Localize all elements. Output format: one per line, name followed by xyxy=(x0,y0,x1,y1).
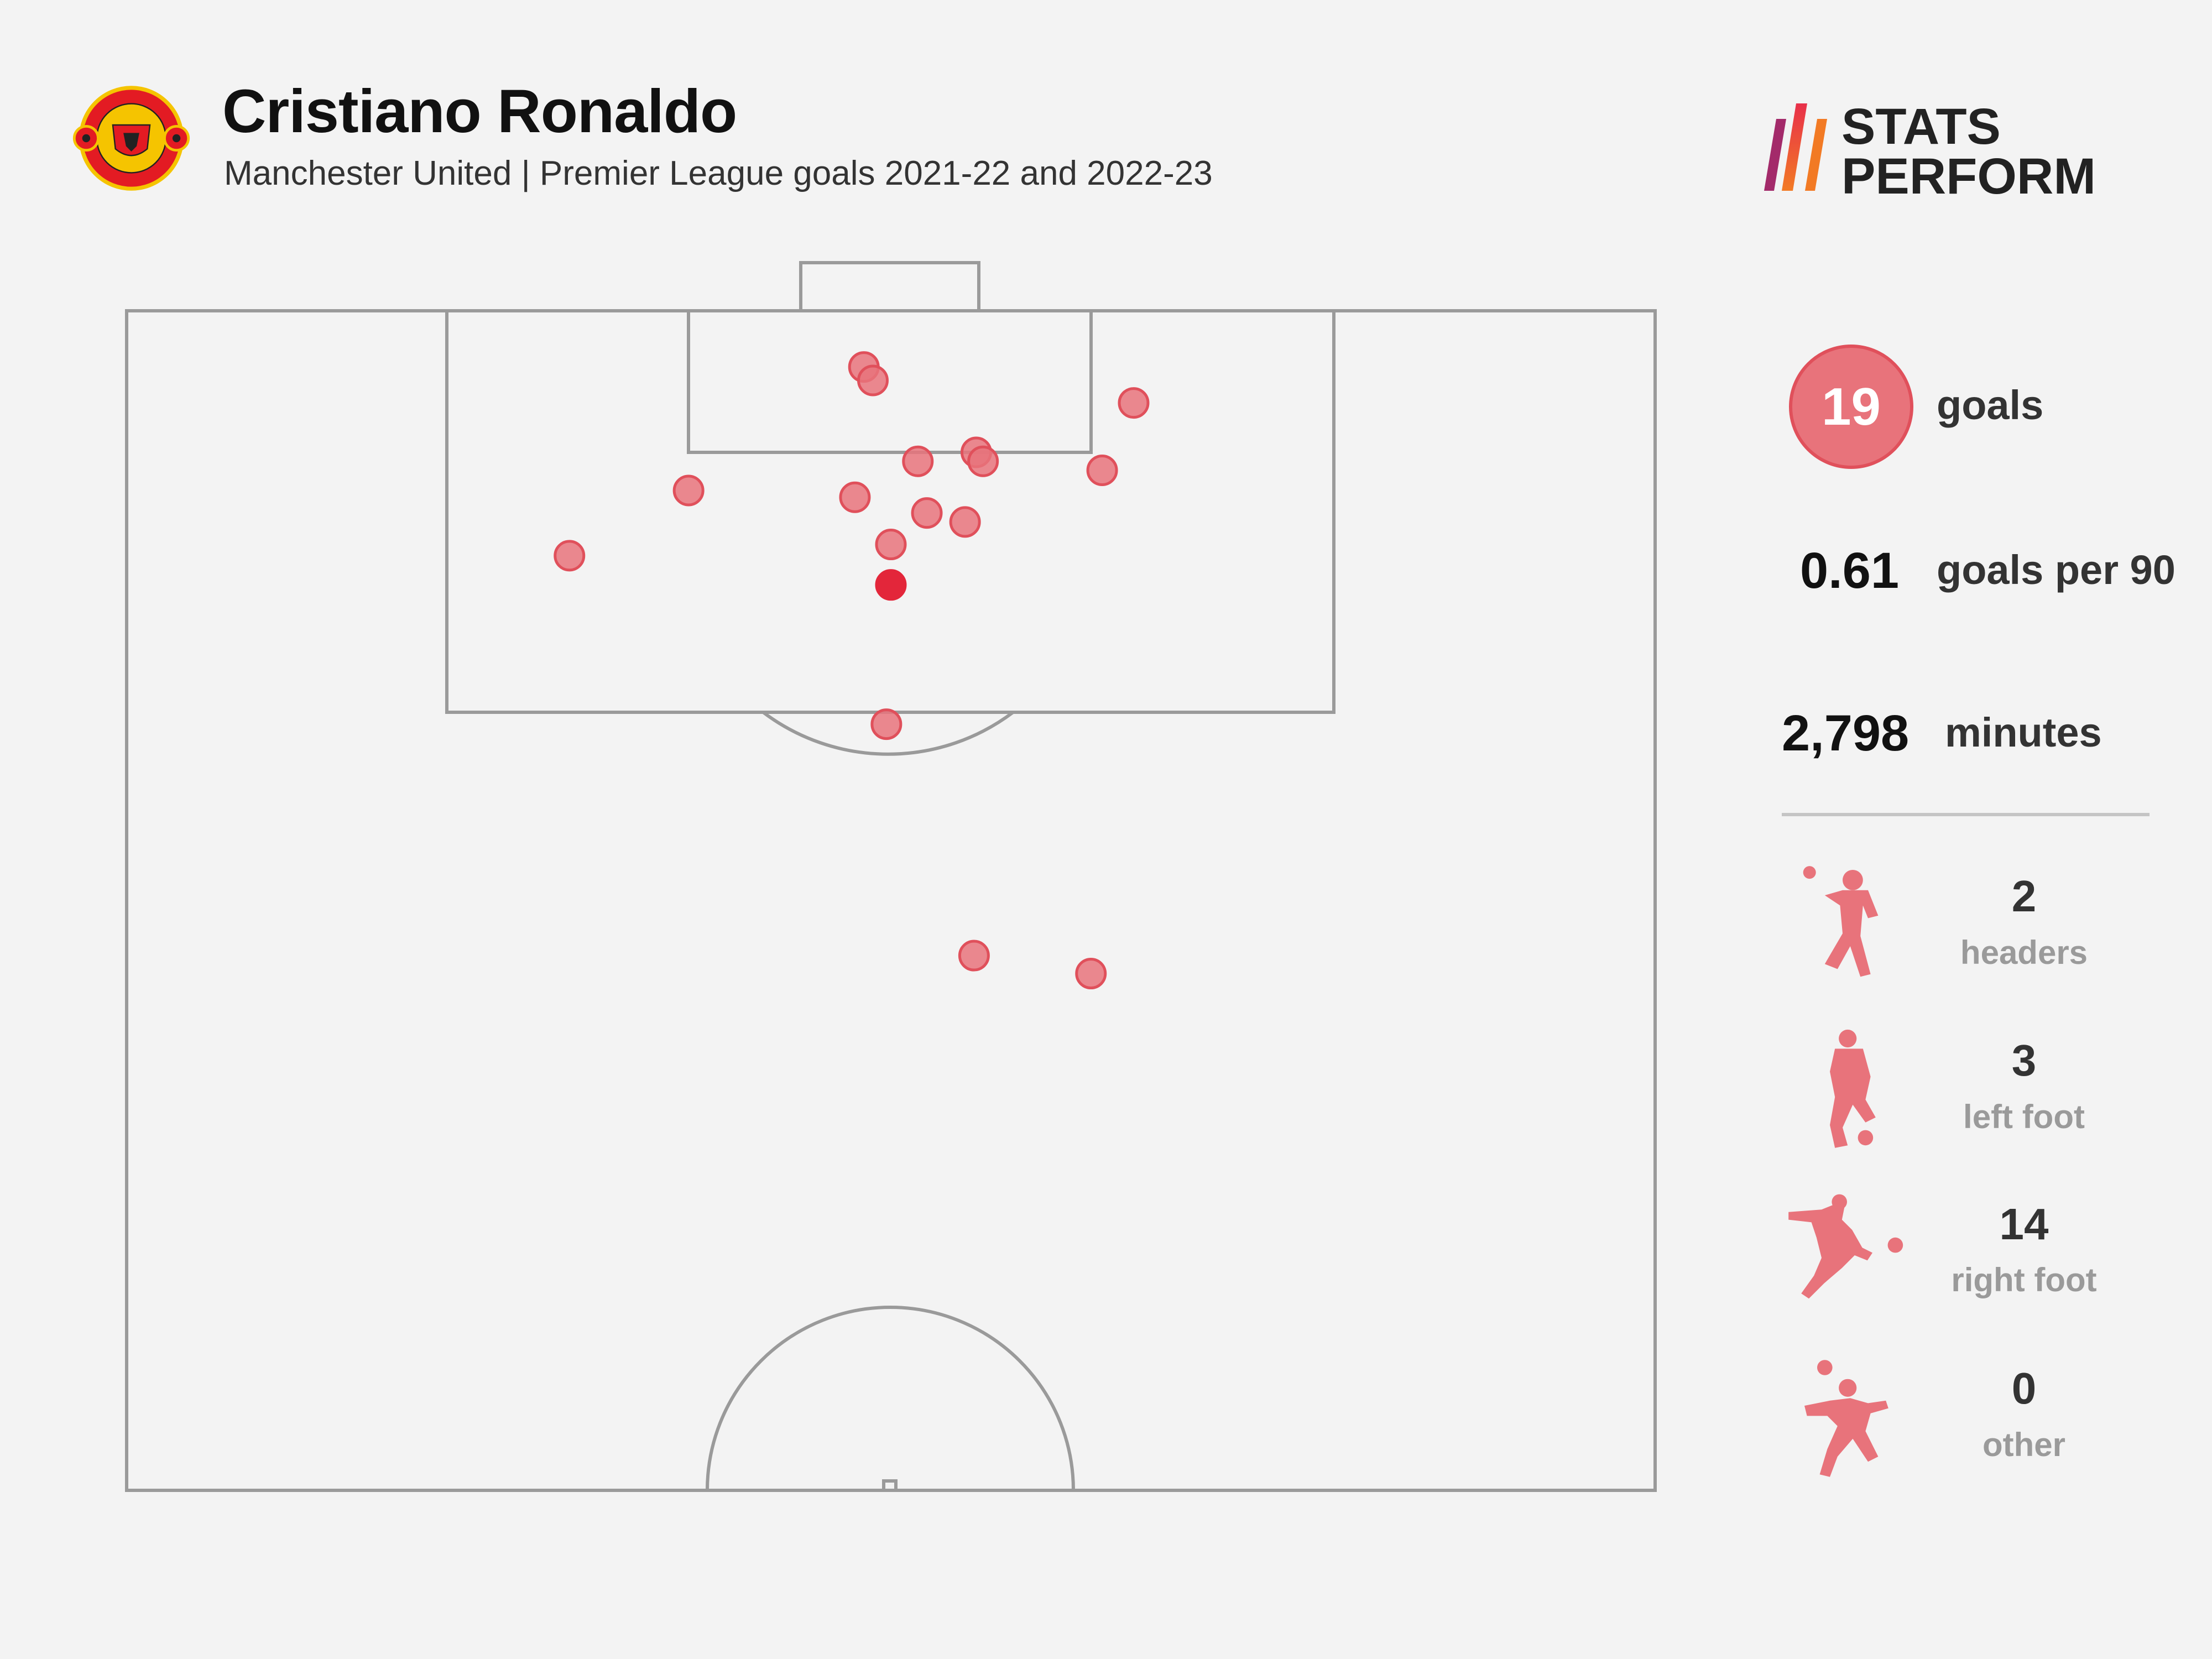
headers-label: headers xyxy=(1960,934,2088,971)
penalty-arc xyxy=(762,711,1014,756)
left-foot-player-icon xyxy=(1830,1029,1876,1148)
goal-point-9 xyxy=(839,481,871,513)
goal-point-6 xyxy=(967,445,999,477)
club-crest-logo xyxy=(72,86,190,191)
centre-spot xyxy=(882,1479,898,1492)
pitch-markings xyxy=(125,261,1657,1492)
goal-frame xyxy=(799,261,980,312)
page-subtitle: Manchester United | Premier League goals… xyxy=(224,154,1213,192)
centre-circle xyxy=(706,1306,1075,1491)
goals-label: goals xyxy=(1937,382,2044,428)
shot-map-chart xyxy=(125,261,1657,1492)
goal-point-11 xyxy=(949,506,981,538)
minutes-value: 2,798 xyxy=(1782,705,1910,761)
right-foot-label: right foot xyxy=(1951,1261,2097,1298)
other-count: 0 xyxy=(2011,1364,2037,1413)
penalty-area xyxy=(445,309,1335,714)
goals-per-90-label: goals per 90 xyxy=(1937,547,2176,593)
goal-point-8 xyxy=(672,474,705,507)
right-foot-count: 14 xyxy=(1999,1199,2049,1249)
left-foot-label: left foot xyxy=(1963,1098,2085,1135)
goals-per-90-value: 0.61 xyxy=(1800,542,1900,599)
stats-divider xyxy=(1782,813,2150,816)
stats-perform-logo: STATS PERFORM xyxy=(1764,98,2096,202)
minutes-label: minutes xyxy=(1945,709,2102,755)
headers-count: 2 xyxy=(2011,872,2037,921)
goal-point-14 xyxy=(875,569,907,601)
pitch-outline xyxy=(125,309,1657,1492)
left-foot-count: 3 xyxy=(2011,1036,2037,1085)
goal-point-2 xyxy=(857,364,889,397)
goal-point-17 xyxy=(1075,958,1107,990)
page-title: Cristiano Ronaldo xyxy=(222,77,737,145)
goals-value: 19 xyxy=(1822,377,1881,436)
goal-point-13 xyxy=(875,529,907,561)
goals-count-badge: 19 xyxy=(1789,345,1913,469)
right-foot-player-icon xyxy=(1788,1194,1903,1299)
brand-logo-line1: STATS xyxy=(1841,98,2001,155)
other-label: other xyxy=(1983,1426,2065,1463)
other-player-icon xyxy=(1804,1360,1888,1477)
goal-point-4 xyxy=(902,445,934,477)
goal-points-layer xyxy=(554,351,1150,990)
goal-point-16 xyxy=(958,940,990,972)
goal-point-3 xyxy=(1118,387,1150,419)
brand-logo-line2: PERFORM xyxy=(1841,148,2096,202)
goal-point-12 xyxy=(554,540,586,572)
six-yard-box xyxy=(687,309,1093,454)
goal-point-7 xyxy=(1086,454,1118,486)
goal-point-10 xyxy=(911,497,943,529)
goal-point-15 xyxy=(870,708,902,740)
header-player-icon xyxy=(1803,866,1879,977)
